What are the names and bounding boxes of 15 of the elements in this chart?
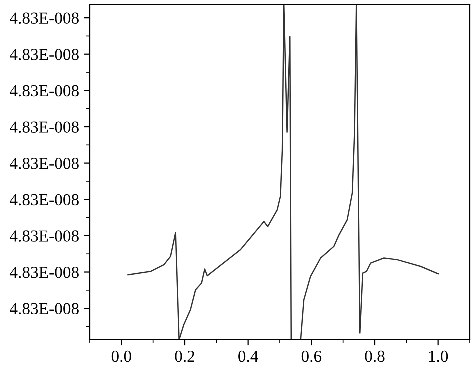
- text: 4.83E-008: [10, 303, 79, 315]
- text: 4.83E-008: [10, 194, 79, 206]
- text: 4.83E-008: [10, 158, 79, 170]
- x-tick-label: 0.8: [365, 350, 385, 362]
- text: 4.83E-008: [10, 49, 79, 60]
- x-tick-label: 0.0: [112, 350, 132, 362]
- x-tick-label: 0.4: [238, 350, 258, 362]
- x-tick-label: 0.2: [175, 350, 194, 362]
- text: 4.83E-008: [10, 85, 79, 97]
- text: 4.83E-008: [10, 266, 79, 278]
- text: 4.83E-008: [10, 12, 79, 24]
- text: 4.83E-008: [10, 230, 79, 242]
- x-tick-label: 1.0: [429, 350, 448, 362]
- x-tick-label: 0.6: [302, 350, 322, 362]
- text: 4.83E-008: [10, 122, 79, 134]
